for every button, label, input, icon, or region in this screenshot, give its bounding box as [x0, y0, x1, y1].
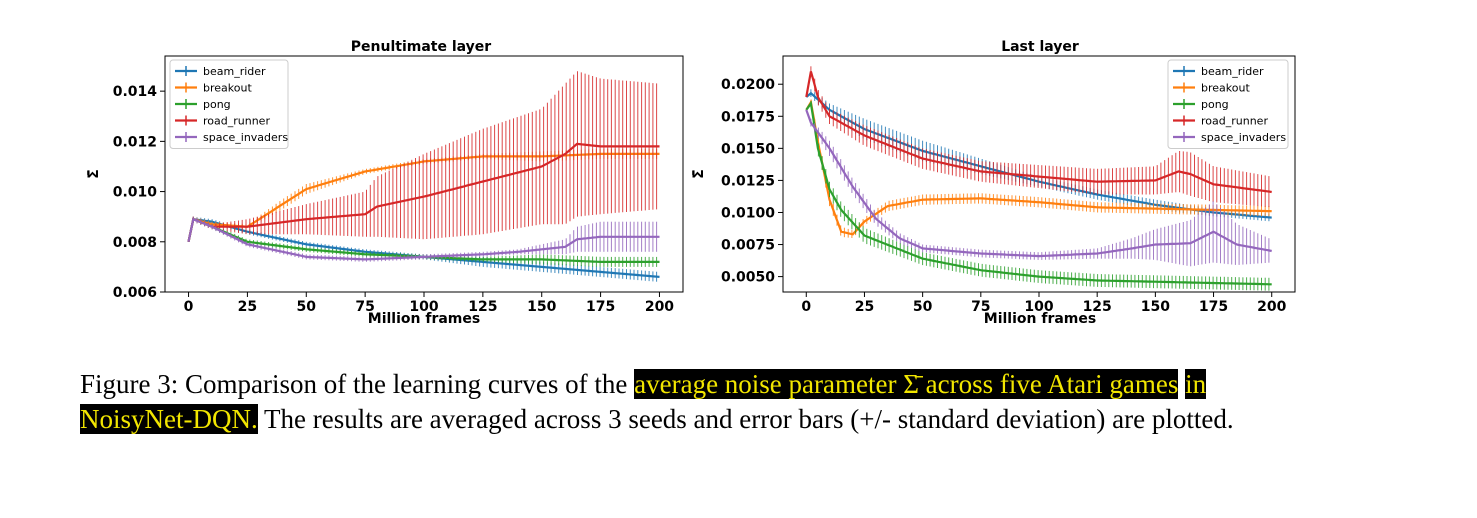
legend-item: space_invaders	[175, 131, 288, 144]
y-tick-label: 0.0050	[721, 270, 775, 286]
series-space-invaders	[805, 109, 1272, 267]
x-tick-label: 175	[1199, 299, 1228, 315]
error-bars	[192, 216, 658, 282]
axis-ticks: 0 25 50 75 100 125 150 175 200 0.0050 0.0075 0.0100…	[721, 77, 1287, 315]
chart-title: Penultimate layer	[351, 39, 492, 55]
x-tick-label: 50	[297, 299, 317, 315]
legend-label: breakout	[1201, 82, 1250, 95]
chart-penultimate-layer: Penultimate layer 0 25 50 75 100 125 150 175 200…	[86, 39, 684, 327]
x-tick-label: 100	[409, 299, 438, 315]
legend: beam_rider breakout pong road_runner space_i…	[169, 59, 289, 149]
y-tick-label: 0.0150	[721, 141, 775, 157]
series-line	[805, 71, 1272, 194]
legend-label: road_runner	[1201, 115, 1268, 128]
x-tick-label: 75	[355, 299, 374, 315]
x-tick-label: 150	[527, 299, 556, 315]
series-line	[805, 100, 1272, 286]
y-tick-label: 0.0125	[721, 173, 775, 189]
legend-item: road_runner	[175, 115, 270, 128]
x-tick-label: 150	[1141, 299, 1170, 315]
y-tick-label: 0.014	[113, 84, 158, 100]
y-axis-label: Σ̄	[86, 169, 102, 179]
y-tick-label: 0.008	[113, 235, 157, 251]
legend: beam_rider breakout pong road_runner space_i…	[1167, 59, 1289, 149]
legend-item: breakout	[1173, 82, 1250, 95]
y-tick-label: 0.0200	[721, 77, 775, 93]
legend-item: breakout	[175, 82, 252, 95]
legend-box	[1167, 59, 1289, 149]
series-road-runner	[187, 71, 660, 243]
legend-item: road_runner	[1173, 115, 1268, 128]
y-tick-label: 0.006	[113, 285, 157, 301]
y-tick-label: 0.0175	[721, 109, 775, 125]
caption-prefix: Figure 3: Comparison of the learning cur…	[80, 369, 635, 399]
x-tick-label: 25	[238, 299, 257, 315]
legend-label: space_invaders	[203, 131, 288, 144]
y-tick-label: 0.010	[113, 185, 158, 201]
x-tick-label: 25	[855, 299, 874, 315]
legend-label: road_runner	[203, 115, 270, 128]
legend-label: space_invaders	[1201, 131, 1286, 144]
axis-ticks: 0 25 50 75 100 125 150 175 200 0.006 0.008 0.010 0.0…	[113, 84, 675, 315]
plot-area	[187, 71, 660, 282]
x-tick-label: 200	[1257, 299, 1286, 315]
legend-label: pong	[1201, 98, 1229, 111]
legend-label: breakout	[203, 82, 252, 95]
figure-canvas: Penultimate layer 0 25 50 75 100 125 150 175 200…	[86, 39, 1296, 327]
legend-label: pong	[203, 98, 231, 111]
chart-last-layer: Last layer 0 25 50 75 100 125 150 175 2000.00500…	[691, 39, 1296, 327]
legend-label: beam_rider	[203, 65, 266, 78]
x-tick-label: 100	[1024, 299, 1053, 315]
x-axis-label: Million frames	[984, 311, 1096, 327]
x-tick-label: 75	[971, 299, 990, 315]
legend-item: beam_rider	[1173, 65, 1264, 78]
x-tick-label: 125	[468, 299, 497, 315]
legend-item: pong	[1173, 98, 1229, 111]
series-line	[187, 142, 660, 243]
series-line	[805, 99, 1272, 236]
y-tick-label: 0.012	[113, 134, 157, 150]
legend-item: space_invaders	[1173, 131, 1286, 144]
series-line	[187, 217, 660, 261]
x-tick-label: 175	[586, 299, 615, 315]
series-space-invaders	[187, 216, 660, 262]
x-tick-label: 200	[645, 299, 674, 315]
y-tick-label: 0.0075	[721, 238, 775, 254]
y-tick-label: 0.0100	[721, 205, 775, 221]
legend-box	[169, 59, 289, 149]
figure-caption: Figure 3: Comparison of the learning cur…	[80, 367, 1310, 437]
x-tick-label: 0	[801, 299, 811, 315]
caption-highlight: average noise parameter Σ̄ across five A…	[634, 369, 1179, 399]
x-tick-label: 50	[913, 299, 933, 315]
series-road-runner	[805, 66, 1272, 208]
y-axis-label: Σ̄	[691, 169, 707, 179]
legend-item: pong	[175, 98, 231, 111]
series-pong	[805, 100, 1272, 291]
x-tick-label: 125	[1083, 299, 1112, 315]
legend-item: beam_rider	[175, 65, 266, 78]
chart-title: Last layer	[1001, 39, 1079, 55]
plot-area	[805, 66, 1272, 291]
x-axis-label: Million frames	[368, 311, 480, 327]
caption-suffix: The results are averaged across 3 seeds …	[257, 404, 1234, 434]
series-line	[805, 109, 1272, 258]
legend-label: beam_rider	[1201, 65, 1264, 78]
x-tick-label: 0	[184, 299, 194, 315]
